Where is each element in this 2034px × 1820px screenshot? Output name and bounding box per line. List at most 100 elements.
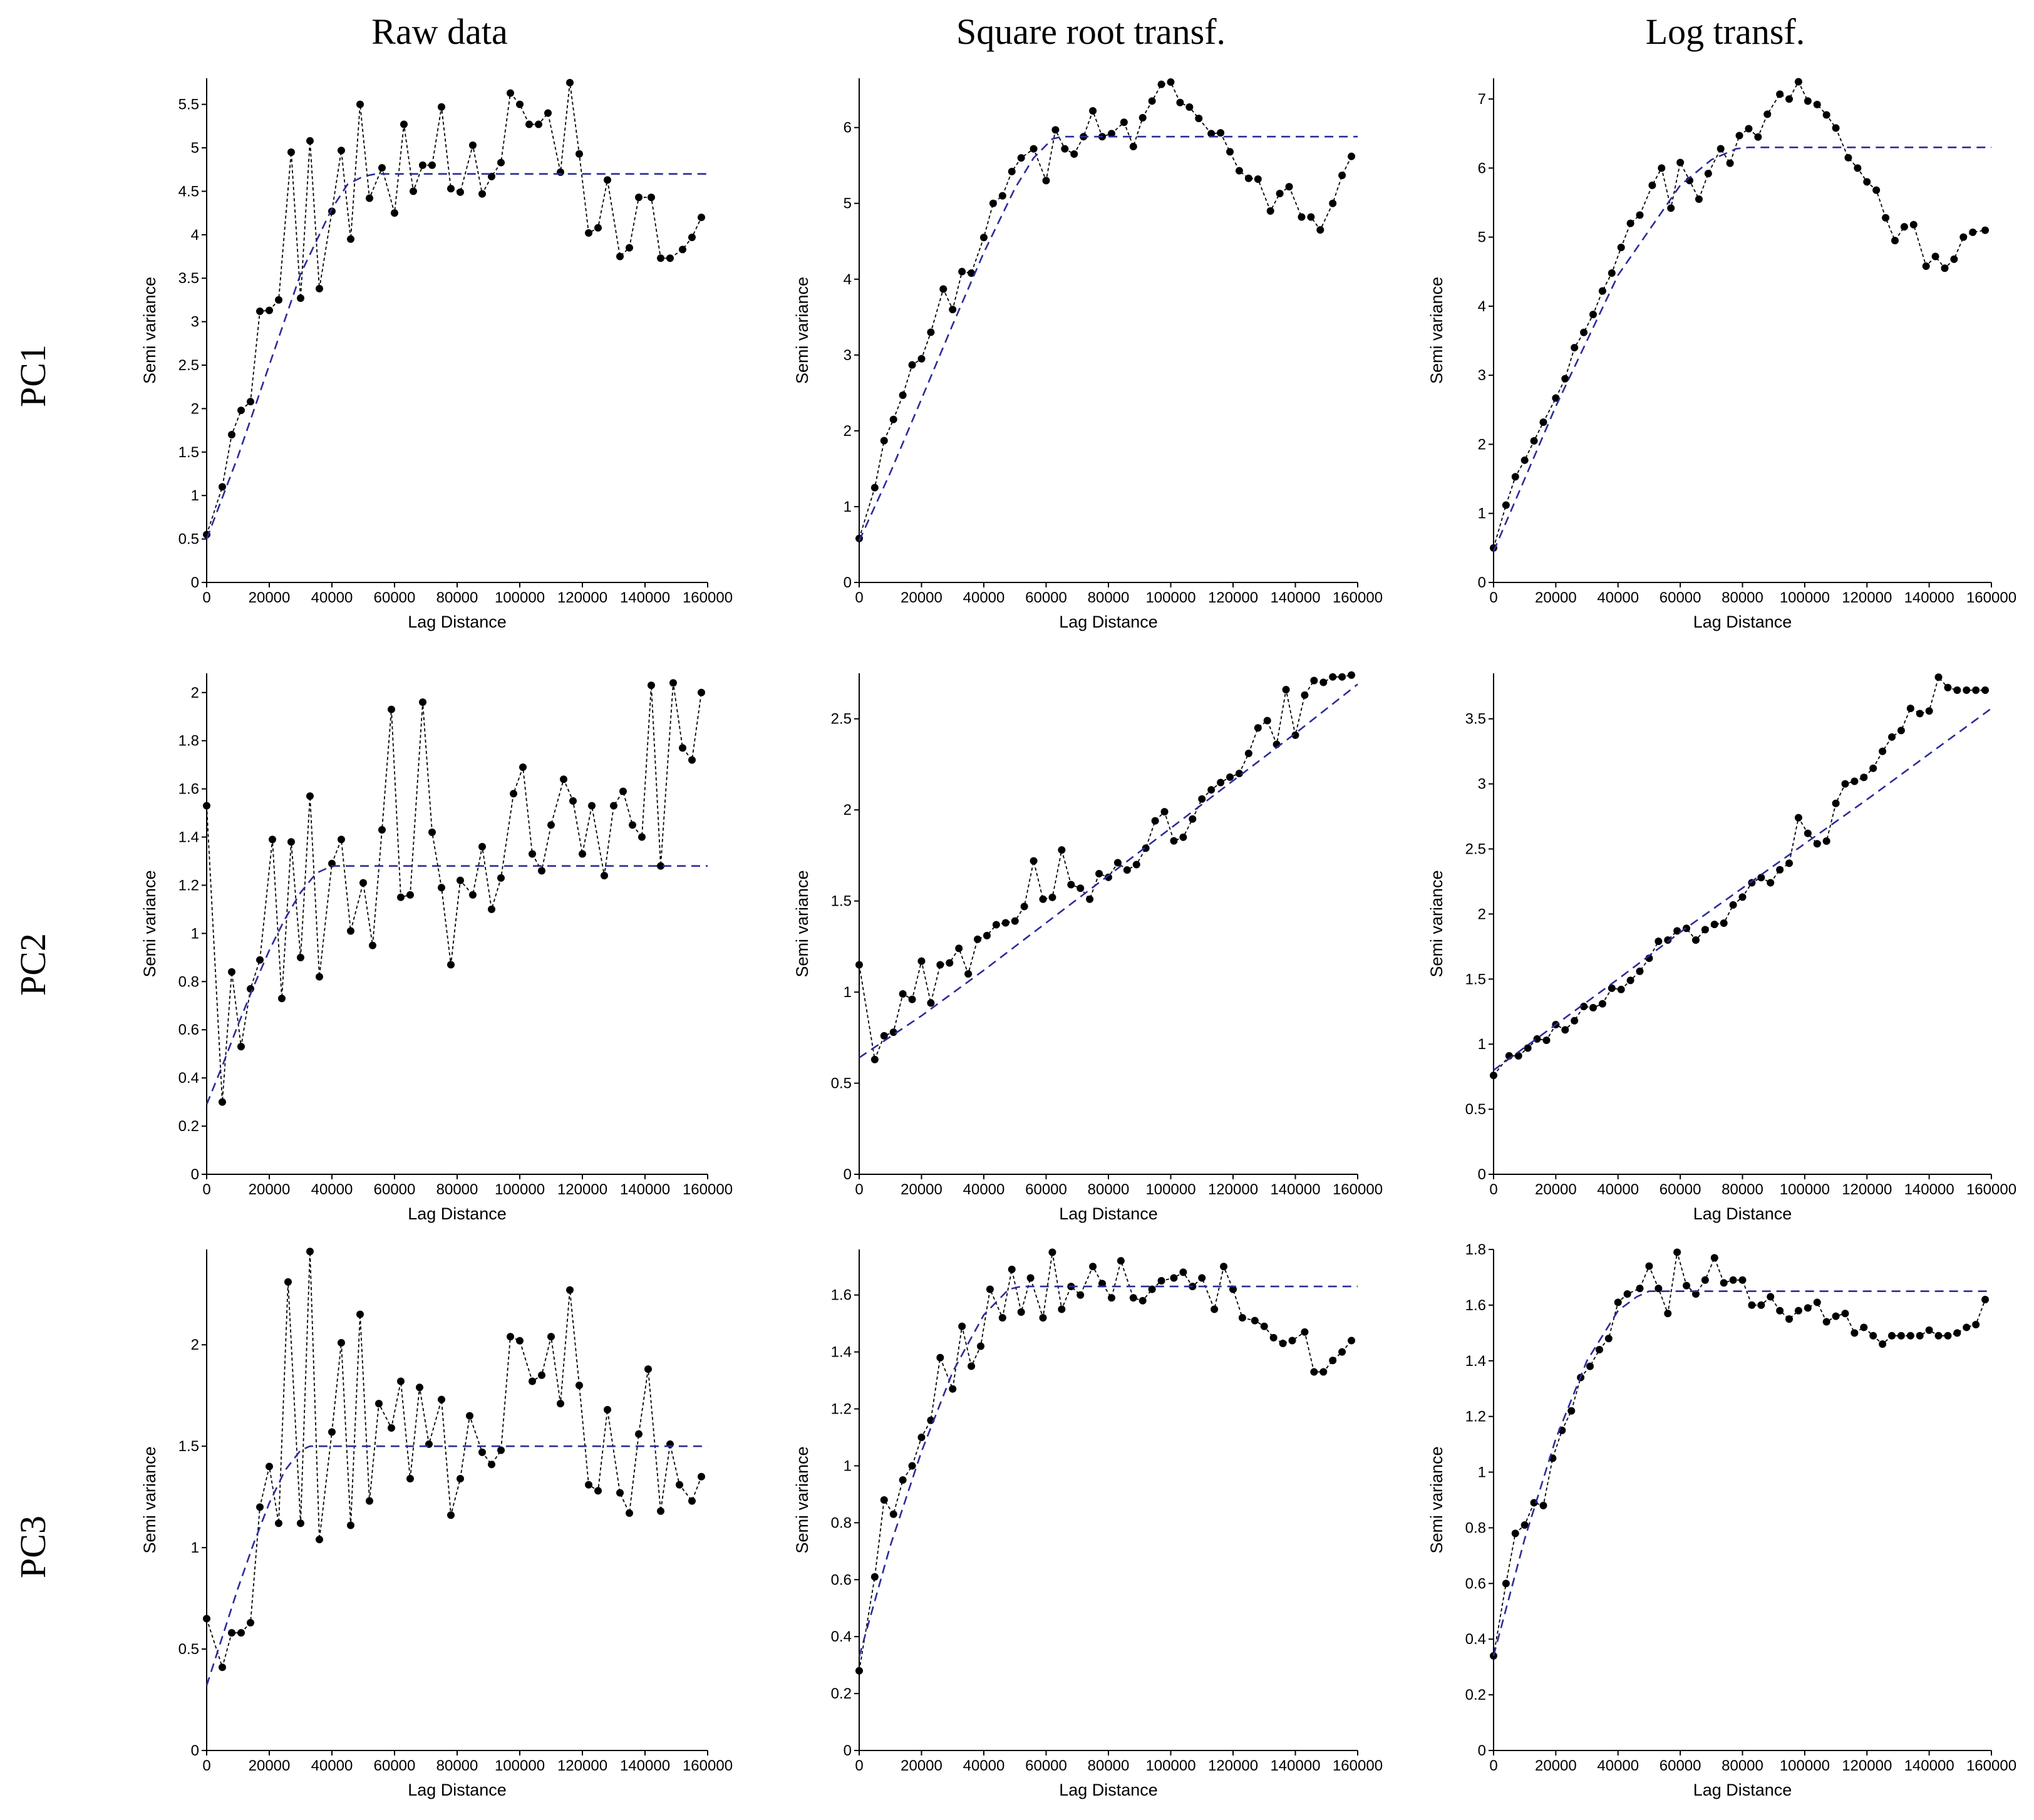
data-point xyxy=(588,802,596,810)
data-point xyxy=(1148,1285,1156,1293)
x-tick-label: 40000 xyxy=(1597,589,1639,606)
fitted-model-line xyxy=(858,135,1358,541)
data-point xyxy=(594,1487,602,1495)
data-point xyxy=(438,1395,445,1404)
data-point xyxy=(1906,1331,1914,1340)
observed-series-line xyxy=(206,683,702,1102)
x-tick-label: 100000 xyxy=(1780,589,1830,606)
data-point xyxy=(1067,881,1075,889)
data-point xyxy=(1897,1331,1905,1340)
x-tick-label: 120000 xyxy=(1208,1181,1258,1198)
data-point xyxy=(1198,795,1206,803)
data-point xyxy=(338,835,345,844)
y-axis-label: Semi variance xyxy=(793,870,812,977)
data-point xyxy=(1170,837,1178,845)
data-point xyxy=(1571,344,1579,352)
data-point xyxy=(378,826,386,834)
data-point xyxy=(488,1461,495,1469)
data-point xyxy=(1608,269,1616,277)
data-point xyxy=(1717,145,1725,153)
data-point xyxy=(566,78,574,86)
data-point xyxy=(1804,97,1812,105)
data-point xyxy=(529,1377,536,1385)
x-axis-label: Lag Distance xyxy=(408,613,507,631)
data-point xyxy=(1107,130,1115,138)
x-tick-label: 60000 xyxy=(1660,589,1701,606)
data-point xyxy=(516,1337,524,1345)
data-point xyxy=(855,1667,863,1675)
data-point xyxy=(1039,895,1047,903)
data-point xyxy=(880,437,888,445)
chart-pc3-log: 0 20000 40000 60000 80000 100000 120000 140000 1… xyxy=(1427,1241,2016,1799)
x-tick-label: 160000 xyxy=(1333,1181,1383,1198)
data-point xyxy=(457,1474,464,1482)
data-point xyxy=(1113,859,1122,867)
data-point xyxy=(880,1032,888,1040)
x-tick-label: 100000 xyxy=(1145,1181,1195,1198)
data-point xyxy=(1030,145,1038,153)
x-tick-label: 60000 xyxy=(1660,1181,1701,1198)
data-point xyxy=(1891,237,1899,245)
data-point xyxy=(1701,926,1709,934)
x-axis-label: Lag Distance xyxy=(408,1781,507,1799)
data-point xyxy=(269,835,276,844)
y-axis-label: Semi variance xyxy=(140,870,159,977)
y-axis-label: Semi variance xyxy=(1427,1446,1446,1553)
data-point xyxy=(1598,1000,1606,1008)
data-point xyxy=(949,306,957,314)
data-point xyxy=(375,1400,383,1408)
fitted-model-line xyxy=(858,1285,1358,1657)
x-tick-label: 120000 xyxy=(557,1757,607,1774)
data-point xyxy=(203,1615,210,1623)
data-point xyxy=(946,959,954,967)
data-point xyxy=(1636,1285,1644,1293)
data-point xyxy=(1776,90,1784,98)
data-point xyxy=(980,234,988,242)
data-point xyxy=(338,147,345,155)
data-point xyxy=(478,842,486,851)
x-tick-label: 0 xyxy=(855,1757,863,1774)
y-tick-label: 5 xyxy=(844,195,852,212)
data-point xyxy=(478,190,486,198)
data-point xyxy=(604,176,611,184)
fitted-model-line xyxy=(205,1445,708,1686)
data-point xyxy=(438,103,445,111)
chart-pc1-log: 0 20000 40000 60000 80000 100000 120000 140000 1… xyxy=(1427,78,2016,631)
data-point xyxy=(1026,1274,1035,1282)
data-point xyxy=(610,802,617,810)
column-title-sqrt: Square root transf. xyxy=(956,11,1226,52)
data-point xyxy=(1626,976,1634,985)
x-tick-label: 120000 xyxy=(1842,589,1892,606)
data-point xyxy=(1348,1337,1356,1345)
data-point xyxy=(698,1472,705,1481)
data-point xyxy=(547,821,555,829)
data-point xyxy=(529,850,536,858)
data-point xyxy=(447,961,455,969)
y-tick-label: 1.5 xyxy=(178,1438,199,1455)
y-tick-label: 0.5 xyxy=(831,1075,852,1092)
data-point xyxy=(870,1055,879,1063)
x-tick-label: 80000 xyxy=(436,589,478,606)
data-point xyxy=(1058,846,1066,854)
chart-pc1-raw: 0 20000 40000 60000 80000 100000 120000 140000 1… xyxy=(140,78,733,631)
data-point xyxy=(1972,686,1980,695)
data-point xyxy=(1226,148,1234,156)
y-tick-label: 6 xyxy=(1478,160,1486,177)
data-point xyxy=(1925,707,1933,715)
data-point xyxy=(1586,1362,1594,1370)
y-tick-label: 2 xyxy=(1478,436,1486,453)
data-point xyxy=(880,1496,888,1504)
data-point xyxy=(1151,817,1159,825)
data-point xyxy=(447,185,455,193)
data-point xyxy=(1844,153,1852,162)
chart-pc2-raw: 0 20000 40000 60000 80000 100000 120000 140000 1… xyxy=(140,673,733,1223)
data-point xyxy=(1959,233,1968,241)
x-tick-label: 60000 xyxy=(1025,589,1067,606)
x-tick-label: 0 xyxy=(855,589,863,606)
x-tick-label: 0 xyxy=(202,589,210,606)
y-tick-label: 1.6 xyxy=(1465,1297,1486,1314)
data-point xyxy=(1008,167,1016,175)
y-tick-label: 0 xyxy=(844,1166,852,1183)
data-point xyxy=(1076,1291,1085,1299)
data-point xyxy=(1179,1268,1187,1276)
